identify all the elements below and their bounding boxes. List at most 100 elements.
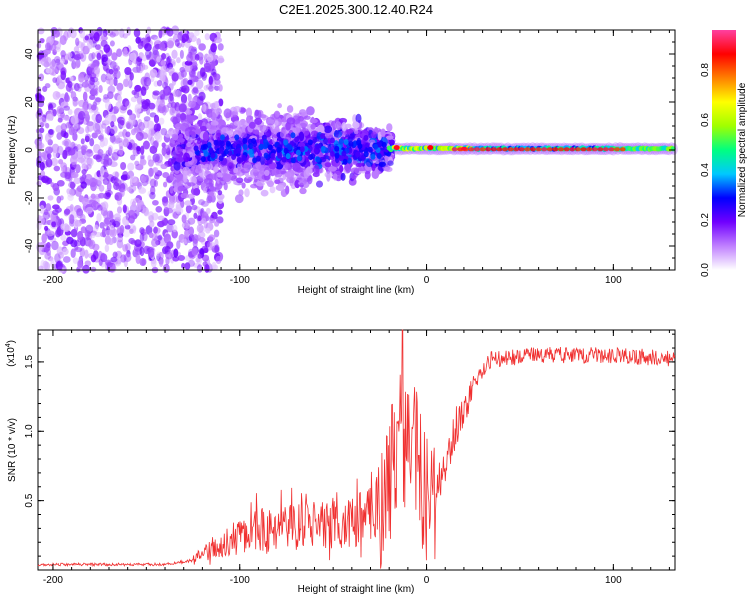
heatmap-cell bbox=[151, 238, 159, 247]
heatmap-cell bbox=[98, 84, 103, 94]
heatmap-cell bbox=[209, 186, 217, 192]
heatmap-cell bbox=[320, 145, 326, 152]
heatmap-cell bbox=[342, 158, 348, 165]
heatmap-cell bbox=[283, 147, 289, 154]
spectrogram-x-ticks: -200 -100 0 100 bbox=[43, 30, 670, 286]
heatmap-cell bbox=[116, 234, 123, 241]
heatmap-cell bbox=[148, 102, 156, 110]
heatmap-cell bbox=[233, 106, 242, 113]
heatmap-cell bbox=[156, 79, 163, 87]
heatmap-cell bbox=[132, 225, 137, 234]
heatmap-cell bbox=[97, 192, 106, 199]
snr-line bbox=[37, 329, 676, 569]
heatmap-cell bbox=[269, 186, 276, 194]
heatmap-cell bbox=[65, 145, 71, 153]
heatmap-cell bbox=[202, 143, 208, 150]
heatmap-cell bbox=[102, 62, 109, 72]
heatmap-cell bbox=[63, 105, 71, 111]
heatmap-cell bbox=[143, 76, 152, 87]
heatmap-cell bbox=[496, 147, 503, 152]
heatmap-cell bbox=[222, 173, 232, 183]
heatmap-cell bbox=[292, 162, 301, 172]
heatmap-cell bbox=[152, 140, 159, 150]
heatmap-cell bbox=[128, 237, 136, 245]
heatmap-cell bbox=[66, 236, 74, 245]
heatmap-cell bbox=[103, 210, 109, 220]
heatmap-cell bbox=[236, 156, 242, 163]
heatmap-cell bbox=[246, 115, 254, 124]
heatmap-cell bbox=[169, 184, 174, 194]
heatmap-cell bbox=[324, 171, 334, 178]
heatmap-cell bbox=[122, 244, 128, 252]
heatmap-cell bbox=[180, 69, 187, 78]
heatmap-cell bbox=[106, 262, 113, 268]
heatmap-cell bbox=[502, 147, 508, 152]
heatmap-cell bbox=[70, 248, 76, 258]
heatmap-cell bbox=[200, 156, 206, 163]
heatmap-cell bbox=[67, 51, 73, 58]
heatmap-cell bbox=[198, 236, 206, 243]
heatmap-cell bbox=[45, 56, 52, 67]
heatmap-cell bbox=[130, 96, 138, 103]
heatmap-cell bbox=[277, 103, 282, 109]
heatmap-cell bbox=[84, 133, 91, 140]
heatmap-cell bbox=[223, 108, 232, 119]
heatmap-cell bbox=[163, 233, 172, 244]
heatmap-cell bbox=[128, 52, 137, 62]
heatmap-cell bbox=[295, 149, 301, 156]
heatmap-cell bbox=[132, 197, 141, 204]
heatmap-cell bbox=[329, 150, 335, 157]
heatmap-cell bbox=[44, 252, 52, 260]
heatmap-cell bbox=[55, 125, 63, 134]
heatmap-cell bbox=[203, 163, 211, 172]
heatmap-cell bbox=[162, 181, 168, 188]
heatmap-cell bbox=[201, 103, 207, 112]
heatmap-cell bbox=[178, 103, 187, 113]
heatmap-cell bbox=[242, 138, 248, 144]
heatmap-cell bbox=[69, 214, 75, 225]
heatmap-cell bbox=[139, 258, 147, 266]
colorbar-tick-label: 0.0 bbox=[700, 263, 711, 277]
heatmap-cell bbox=[72, 97, 79, 106]
heatmap-cell bbox=[614, 147, 621, 152]
heatmap-cell bbox=[67, 108, 73, 116]
heatmap-cell bbox=[103, 217, 110, 227]
heatmap-cell bbox=[139, 227, 145, 235]
heatmap-cell bbox=[217, 55, 224, 64]
heatmap-cell bbox=[88, 239, 96, 250]
heatmap-cell bbox=[113, 182, 120, 191]
heatmap-cell bbox=[69, 204, 74, 212]
heatmap-cell bbox=[76, 208, 84, 217]
heatmap-cell bbox=[66, 188, 75, 198]
heatmap-cell bbox=[217, 190, 223, 196]
heatmap-cell bbox=[39, 161, 45, 171]
heatmap-cell bbox=[185, 145, 192, 150]
heatmap-cell bbox=[98, 184, 105, 192]
heatmap-cell bbox=[48, 146, 54, 154]
x-tick-label: -200 bbox=[43, 575, 63, 586]
heatmap-cell bbox=[128, 114, 135, 125]
heatmap-cell bbox=[73, 54, 82, 61]
heatmap-cell bbox=[217, 43, 224, 51]
heatmap-cell bbox=[171, 229, 178, 239]
heatmap-cell bbox=[334, 129, 339, 138]
heatmap-cell bbox=[147, 248, 155, 259]
heatmap-cell bbox=[591, 147, 598, 152]
heatmap-cell bbox=[103, 94, 109, 100]
heatmap-cell bbox=[213, 166, 218, 172]
heatmap-cell bbox=[53, 165, 61, 172]
heatmap-cell bbox=[129, 228, 134, 235]
heatmap-cell bbox=[147, 159, 154, 167]
heatmap-cell bbox=[68, 125, 75, 136]
heatmap-cell bbox=[574, 147, 581, 152]
heatmap-cell bbox=[315, 156, 321, 163]
heatmap-cell bbox=[191, 204, 198, 211]
heatmap-cell bbox=[62, 256, 71, 263]
heatmap-cell bbox=[138, 121, 145, 131]
heatmap-cell bbox=[152, 45, 158, 56]
heatmap-cell bbox=[166, 55, 172, 65]
heatmap-cell bbox=[84, 35, 90, 41]
heatmap-cell bbox=[225, 140, 231, 147]
heatmap-cell bbox=[94, 231, 102, 238]
heatmap-cell bbox=[303, 169, 310, 179]
